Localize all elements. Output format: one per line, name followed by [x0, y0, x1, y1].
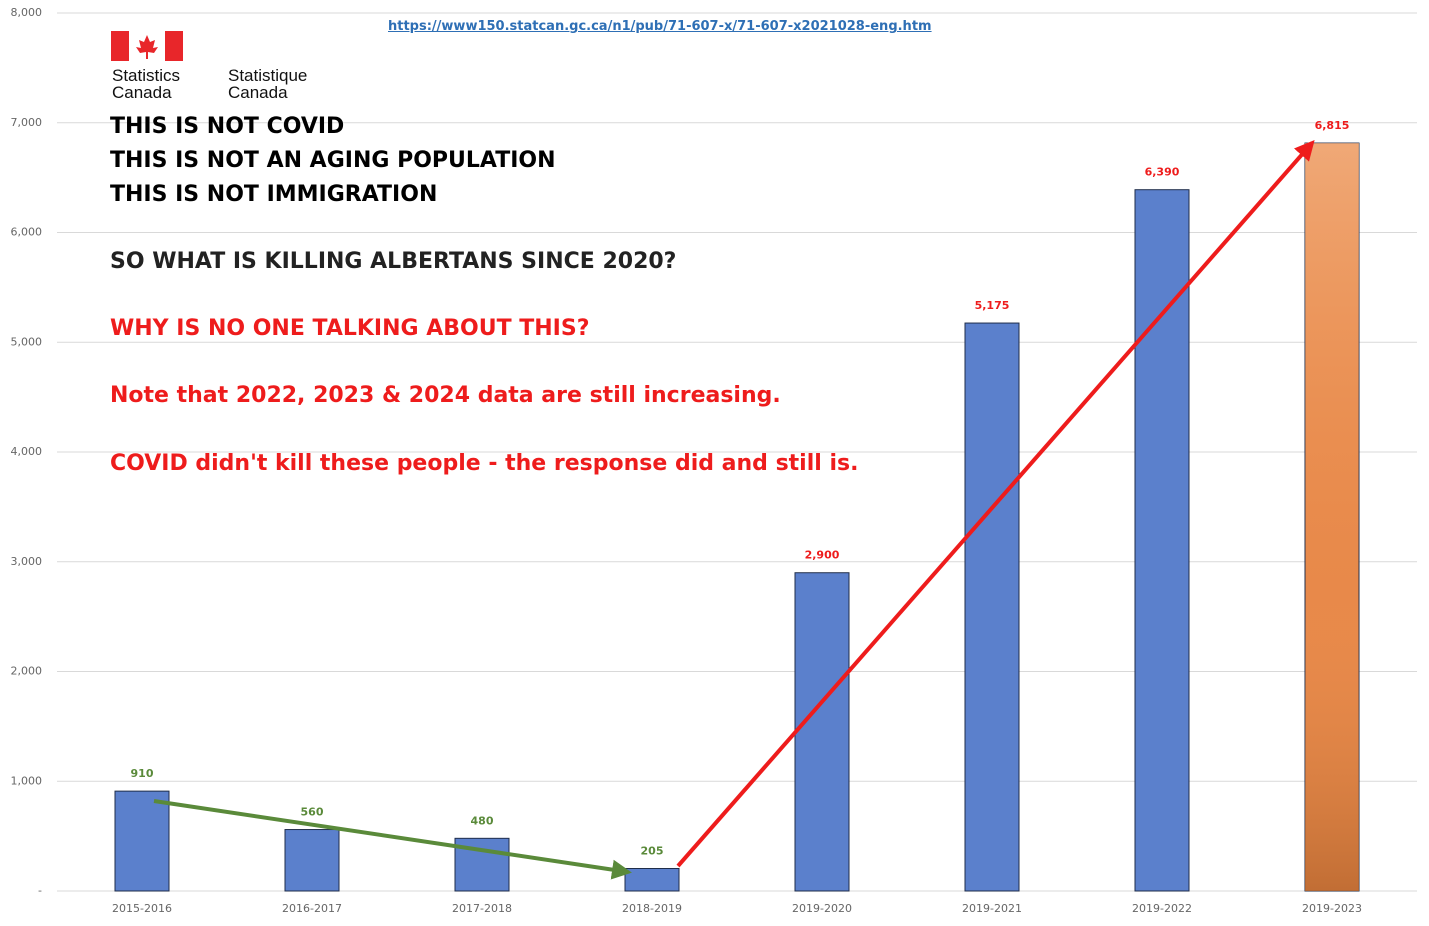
y-tick-label: 2,000	[11, 665, 43, 678]
annotation: Note that 2022, 2023 & 2024 data are sti…	[110, 383, 781, 408]
annotation: THIS IS NOT AN AGING POPULATION	[110, 148, 556, 173]
trend-arrow	[153, 799, 632, 880]
y-tick-label: 1,000	[11, 774, 43, 787]
annotation: THIS IS NOT IMMIGRATION	[110, 182, 438, 207]
bar	[624, 868, 680, 892]
x-tick-label: 2019-2023	[1302, 902, 1362, 915]
value-label: 2,900	[805, 549, 840, 562]
annotation: WHY IS NO ONE TALKING ABOUT THIS?	[110, 316, 590, 341]
flag	[111, 31, 183, 61]
bar	[1134, 189, 1190, 892]
y-tick-label: 7,000	[11, 116, 43, 129]
annotation: THIS IS NOT COVID	[110, 114, 345, 139]
x-tick-label: 2017-2018	[452, 902, 512, 915]
logo-text: Statistique Canada	[228, 66, 308, 102]
bar	[114, 790, 170, 892]
bar	[284, 829, 340, 892]
annotation: SO WHAT IS KILLING ALBERTANS SINCE 2020?	[110, 249, 677, 274]
x-tick-label: 2019-2021	[962, 902, 1022, 915]
trend-arrow	[676, 140, 1315, 868]
x-tick-label: 2015-2016	[112, 902, 172, 915]
value-label: 5,175	[975, 299, 1010, 312]
value-label: 6,815	[1315, 119, 1350, 132]
value-label: 910	[131, 767, 154, 780]
value-label: 205	[641, 845, 664, 858]
bar	[964, 322, 1020, 892]
logo-text: Statistics Canada	[112, 66, 181, 102]
y-tick-label: 3,000	[11, 555, 43, 568]
annotation: COVID didn't kill these people - the res…	[110, 451, 859, 476]
x-tick-label: 2019-2020	[792, 902, 852, 915]
y-tick-label: 8,000	[11, 6, 43, 19]
bar-shade	[1305, 143, 1359, 891]
y-tick-label: 4,000	[11, 445, 43, 458]
source-link[interactable]: https://www150.statcan.gc.ca/n1/pub/71-6…	[388, 19, 932, 34]
bar	[794, 572, 850, 892]
value-label: 560	[301, 806, 324, 819]
value-label: 480	[471, 814, 494, 827]
x-tick-label: 2016-2017	[282, 902, 342, 915]
y-tick-label: 5,000	[11, 335, 43, 348]
bar	[454, 837, 510, 892]
x-tick-label: 2019-2022	[1132, 902, 1192, 915]
x-tick-label: 2018-2019	[622, 902, 682, 915]
value-label: 6,390	[1145, 166, 1180, 179]
y-tick-label: -	[38, 884, 42, 897]
y-tick-label: 6,000	[11, 226, 43, 239]
